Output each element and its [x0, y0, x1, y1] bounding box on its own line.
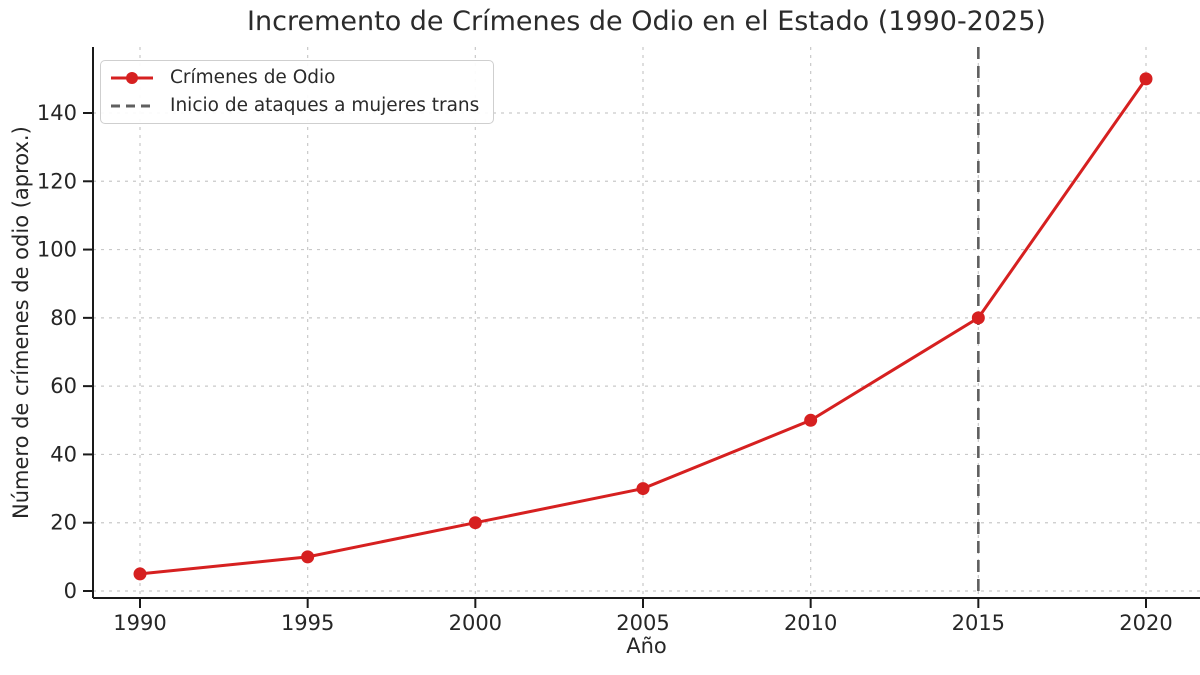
data-point — [636, 482, 650, 496]
x-tick-label: 1995 — [281, 611, 334, 635]
legend: Crímenes de Odio Inicio de ataques a muj… — [100, 60, 495, 124]
chart-title: Incremento de Crímenes de Odio en el Est… — [247, 6, 1046, 37]
y-tick-label: 20 — [50, 511, 77, 535]
y-tick-label: 140 — [37, 101, 77, 125]
legend-label-annotation: Inicio de ataques a mujeres trans — [170, 95, 480, 116]
y-tick-label: 0 — [64, 579, 77, 603]
x-axis-label: Año — [626, 634, 667, 658]
legend-item-annotation: Inicio de ataques a mujeres trans — [109, 94, 479, 118]
x-tick-label: 2000 — [449, 611, 502, 635]
x-tick-label: 2010 — [784, 611, 837, 635]
data-point — [133, 567, 147, 581]
y-tick-label: 80 — [50, 306, 77, 330]
y-tick-label: 120 — [37, 169, 77, 193]
legend-item-series: Crímenes de Odio — [109, 66, 479, 90]
x-tick-label: 2020 — [1119, 611, 1172, 635]
x-tick-label: 2015 — [952, 611, 1005, 635]
x-tick-label: 2005 — [616, 611, 669, 635]
y-tick-label: 40 — [50, 442, 77, 466]
x-tick-label: 1990 — [113, 611, 166, 635]
data-point — [1139, 72, 1153, 86]
data-point — [301, 550, 315, 564]
dashed-line-sample — [111, 104, 153, 108]
legend-label-series: Crímenes de Odio — [170, 67, 336, 88]
data-point — [971, 311, 985, 325]
data-point — [468, 516, 482, 530]
data-point — [804, 413, 818, 427]
y-tick-label: 60 — [50, 374, 77, 398]
line-marker-sample — [111, 72, 153, 84]
legend-marker-icon — [126, 72, 138, 84]
y-tick-label: 100 — [37, 238, 77, 262]
